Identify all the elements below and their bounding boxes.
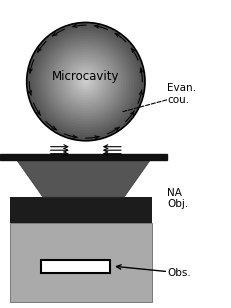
Circle shape [80, 76, 91, 87]
Circle shape [53, 49, 118, 114]
Circle shape [35, 30, 136, 133]
Text: Microcavity: Microcavity [52, 70, 119, 83]
Circle shape [59, 55, 112, 108]
Circle shape [72, 68, 99, 95]
Circle shape [27, 22, 144, 141]
Circle shape [45, 41, 126, 122]
Circle shape [64, 60, 107, 103]
Circle shape [43, 38, 128, 125]
Bar [0, 154, 166, 160]
Bar [10, 223, 151, 302]
Text: NA: NA [166, 188, 181, 197]
Circle shape [77, 74, 94, 90]
Text: cou.: cou. [166, 95, 188, 105]
Text: Obj.: Obj. [166, 199, 188, 209]
Circle shape [40, 36, 131, 127]
Circle shape [32, 28, 139, 136]
Circle shape [61, 57, 109, 106]
Bar [40, 260, 110, 273]
Circle shape [56, 52, 115, 111]
Circle shape [83, 79, 88, 84]
Circle shape [75, 71, 96, 92]
Circle shape [48, 44, 123, 119]
Circle shape [29, 25, 142, 138]
Text: Obs.: Obs. [166, 268, 190, 278]
Text: Evan.: Evan. [166, 83, 195, 93]
Bar [10, 197, 151, 223]
Circle shape [37, 33, 134, 130]
Circle shape [67, 63, 104, 100]
Circle shape [69, 66, 102, 98]
Circle shape [51, 47, 120, 117]
Polygon shape [15, 158, 151, 197]
